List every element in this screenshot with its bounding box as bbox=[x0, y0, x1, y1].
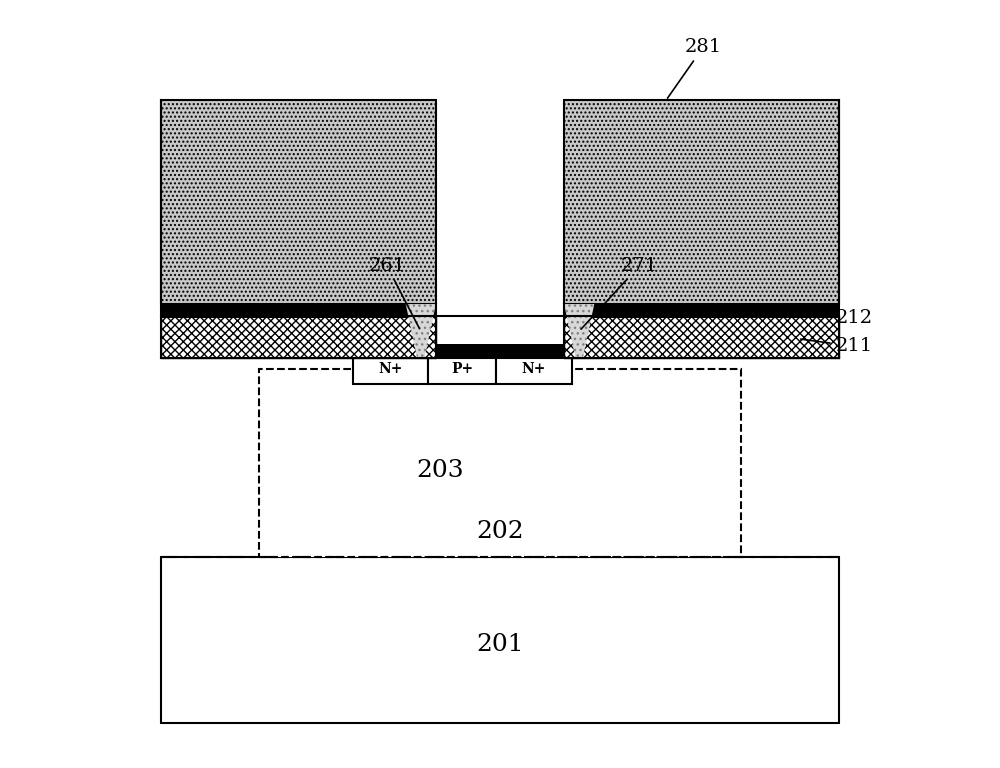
FancyBboxPatch shape bbox=[428, 354, 496, 384]
Polygon shape bbox=[564, 304, 594, 358]
Text: P+: P+ bbox=[451, 362, 473, 376]
Text: 281: 281 bbox=[667, 38, 722, 98]
Text: 203: 203 bbox=[416, 459, 463, 482]
Text: 271: 271 bbox=[581, 257, 658, 329]
FancyBboxPatch shape bbox=[161, 558, 839, 723]
Text: N+: N+ bbox=[378, 362, 403, 376]
Polygon shape bbox=[406, 304, 436, 358]
Text: 212: 212 bbox=[801, 310, 873, 327]
FancyBboxPatch shape bbox=[564, 101, 839, 304]
FancyBboxPatch shape bbox=[436, 344, 564, 358]
FancyBboxPatch shape bbox=[161, 101, 436, 304]
FancyBboxPatch shape bbox=[259, 369, 741, 558]
FancyBboxPatch shape bbox=[161, 316, 436, 358]
FancyBboxPatch shape bbox=[496, 354, 572, 384]
FancyBboxPatch shape bbox=[161, 304, 436, 318]
Text: N+: N+ bbox=[522, 362, 546, 376]
Text: 202: 202 bbox=[476, 519, 524, 542]
FancyBboxPatch shape bbox=[564, 316, 839, 358]
FancyBboxPatch shape bbox=[353, 354, 428, 384]
Text: 211: 211 bbox=[801, 337, 873, 356]
Text: 201: 201 bbox=[476, 633, 524, 656]
FancyBboxPatch shape bbox=[564, 304, 839, 318]
Text: 261: 261 bbox=[368, 257, 420, 329]
